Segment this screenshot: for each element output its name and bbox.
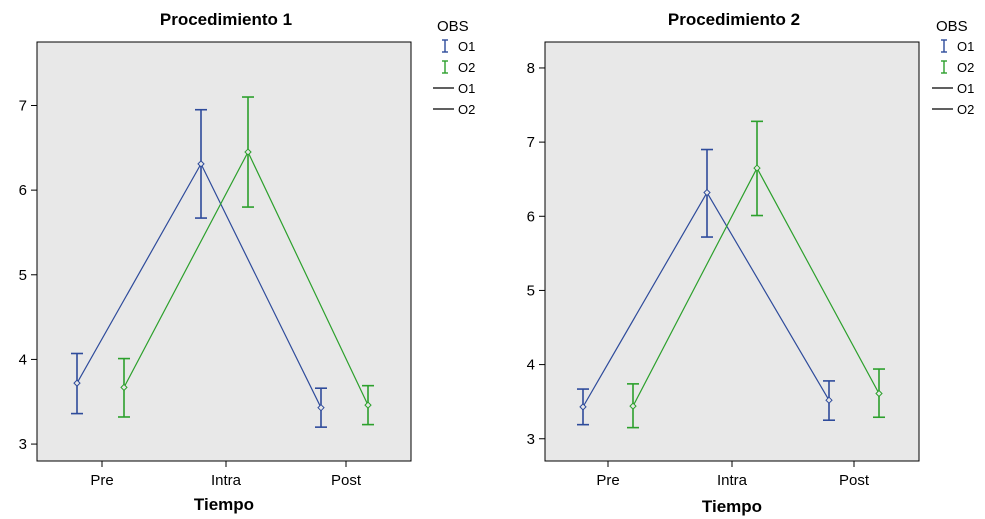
y-tick-label: 8 bbox=[527, 60, 535, 77]
y-tick-label: 4 bbox=[19, 351, 27, 368]
legend-entry: O2 bbox=[442, 60, 475, 75]
y-axis: 3 4 5 6 7 8 bbox=[527, 60, 545, 448]
legend-label: O1 bbox=[458, 39, 475, 54]
chart-title: Procedimiento 1 bbox=[160, 10, 292, 29]
legend-entry: O2 bbox=[433, 102, 475, 117]
x-axis: Pre Intra Post bbox=[90, 461, 362, 489]
y-tick-label: 5 bbox=[19, 267, 27, 284]
chart-panel-procedimiento-1: Procedimiento 1 3 4 5 6 7 Pre Intra Post Tiemp… bbox=[19, 10, 476, 514]
legend-entry: O1 bbox=[433, 81, 475, 96]
x-axis-title: Tiempo bbox=[194, 495, 254, 514]
y-axis: 3 4 5 6 7 bbox=[19, 97, 37, 453]
data-point bbox=[364, 401, 372, 409]
x-axis-title: Tiempo bbox=[702, 497, 762, 516]
y-tick-label: 3 bbox=[19, 436, 27, 453]
legend-label: O2 bbox=[458, 60, 475, 75]
data-point bbox=[875, 389, 883, 398]
x-tick-label: Intra bbox=[211, 472, 242, 489]
legend: OBS O1 O2 O1 O2 bbox=[433, 18, 475, 117]
data-point bbox=[753, 164, 761, 172]
y-tick-label: 7 bbox=[527, 134, 535, 151]
chart-title: Procedimiento 2 bbox=[668, 10, 800, 29]
legend-label: O2 bbox=[458, 102, 475, 117]
y-tick-label: 7 bbox=[19, 97, 27, 114]
x-tick-label: Intra bbox=[717, 472, 748, 489]
legend-label: O1 bbox=[957, 81, 974, 96]
y-tick-label: 4 bbox=[527, 357, 535, 374]
x-tick-label: Post bbox=[331, 472, 362, 489]
chart-panel-procedimiento-2: Procedimiento 2 3 4 5 6 7 8 Pre Intra Post Tiem… bbox=[527, 10, 975, 516]
data-point bbox=[244, 148, 252, 156]
x-tick-label: Pre bbox=[90, 472, 113, 489]
data-point bbox=[703, 188, 711, 197]
y-tick-label: 5 bbox=[527, 282, 535, 299]
series-marks bbox=[71, 96, 374, 428]
series-marks bbox=[577, 120, 885, 429]
legend-label: O1 bbox=[957, 39, 974, 54]
x-tick-label: Pre bbox=[596, 472, 619, 489]
data-point bbox=[73, 379, 81, 387]
plot-area bbox=[36, 41, 412, 462]
legend-title: OBS bbox=[437, 18, 469, 35]
data-point bbox=[579, 403, 587, 411]
x-axis: Pre Intra Post bbox=[596, 461, 870, 489]
data-point bbox=[317, 403, 325, 412]
legend-label: O2 bbox=[957, 102, 974, 117]
y-tick-label: 3 bbox=[527, 431, 535, 448]
legend-entry: O1 bbox=[932, 81, 974, 96]
legend-title: OBS bbox=[936, 18, 968, 35]
y-tick-label: 6 bbox=[527, 208, 535, 225]
legend-label: O1 bbox=[458, 81, 475, 96]
legend-entry: O2 bbox=[932, 102, 974, 117]
plot-area bbox=[544, 41, 920, 462]
x-tick-label: Post bbox=[839, 472, 870, 489]
legend-label: O2 bbox=[957, 60, 974, 75]
y-tick-label: 6 bbox=[19, 182, 27, 199]
data-point bbox=[197, 160, 205, 168]
data-point bbox=[120, 383, 128, 392]
legend-entry: O1 bbox=[941, 39, 974, 54]
legend: OBS O1 O2 O1 O2 bbox=[932, 18, 974, 117]
data-point bbox=[629, 402, 637, 410]
legend-entry: O2 bbox=[941, 60, 974, 75]
legend-entry: O1 bbox=[442, 39, 475, 54]
data-point bbox=[825, 396, 833, 404]
